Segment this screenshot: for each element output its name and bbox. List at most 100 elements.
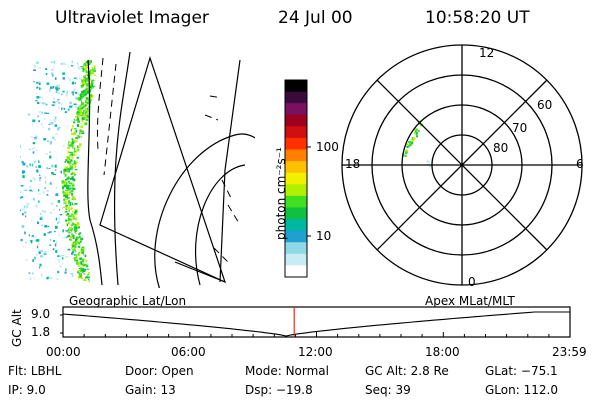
emission-pixel <box>90 96 92 98</box>
emission-pixel <box>69 219 73 222</box>
emission-pixel <box>72 178 76 182</box>
status-dsp: Dsp: −19.8 <box>245 383 313 397</box>
emission-pixel <box>74 245 77 248</box>
emission-pixel <box>75 115 78 118</box>
emission-pixel <box>64 174 67 177</box>
emission-pixel <box>75 217 77 220</box>
emission-pixel <box>62 185 65 187</box>
polar-label-top: 12 <box>479 46 495 60</box>
emission-pixel <box>79 243 81 246</box>
polar-emission-pixel <box>414 128 417 131</box>
emission-pixel <box>39 177 42 179</box>
emission-pixel <box>72 176 74 178</box>
emission-pixel <box>86 79 90 83</box>
emission-pixel <box>63 194 67 197</box>
emission-pixel <box>30 239 33 243</box>
meridian-diagonal-2 <box>376 79 548 251</box>
emission-pixel <box>33 147 36 149</box>
emission-pixel <box>74 210 78 213</box>
emission-pixel <box>74 240 77 243</box>
emission-pixel <box>81 117 85 120</box>
emission-pixel <box>71 60 73 64</box>
emission-pixel <box>44 210 47 213</box>
emission-pixel <box>82 246 85 249</box>
emission-pixel <box>41 224 43 227</box>
emission-pixel <box>62 72 65 75</box>
geographic-grid-lines <box>87 51 255 288</box>
emission-pixel <box>73 197 77 201</box>
emission-pixel <box>78 251 81 253</box>
emission-pixel <box>71 193 74 196</box>
emission-pixel <box>82 70 85 72</box>
emission-pixel <box>74 230 77 232</box>
emission-pixel <box>65 219 68 222</box>
emission-pixel <box>49 181 51 185</box>
emission-pixel <box>78 120 81 122</box>
emission-pixel <box>82 90 85 92</box>
emission-pixel <box>65 230 69 232</box>
emission-pixel <box>56 278 59 280</box>
emission-pixel <box>65 166 68 169</box>
emission-pixel <box>20 209 21 211</box>
emission-pixel <box>54 230 56 233</box>
emission-pixel <box>68 168 72 171</box>
emission-pixel <box>81 277 83 280</box>
emission-pixel <box>86 264 89 267</box>
emission-pixel <box>53 97 55 100</box>
emission-pixel <box>80 136 82 138</box>
emission-pixel <box>35 166 37 168</box>
emission-pixel <box>75 137 78 139</box>
emission-pixel <box>36 96 40 99</box>
emission-pixel <box>55 187 58 189</box>
timeline-x-tick-0000: 00:00 <box>46 345 81 359</box>
emission-pixel <box>57 200 61 203</box>
emission-pixel <box>81 258 85 262</box>
polar-emission-pixel <box>413 138 416 141</box>
emission-pixel <box>18 230 19 231</box>
emission-pixel <box>85 118 89 122</box>
emission-pixel <box>69 161 72 164</box>
emission-pixel <box>58 233 60 237</box>
emission-pixel <box>51 104 55 106</box>
emission-pixel <box>71 214 74 218</box>
emission-pixel <box>77 226 80 228</box>
polar-emission-pixel <box>414 130 417 133</box>
emission-pixel <box>74 223 77 227</box>
emission-pixel <box>33 65 36 68</box>
emission-pixel <box>72 89 76 92</box>
emission-pixel <box>80 104 83 106</box>
emission-pixel <box>41 102 45 105</box>
emission-pixel <box>38 82 41 86</box>
emission-pixel <box>63 198 66 201</box>
emission-pixel <box>70 208 72 211</box>
emission-pixel <box>73 241 76 243</box>
emission-pixel <box>67 180 70 183</box>
emission-pixel <box>57 221 59 224</box>
emission-pixel <box>80 267 82 269</box>
emission-pixel <box>35 239 39 242</box>
emission-pixel <box>67 65 70 68</box>
emission-pixel <box>79 98 82 100</box>
emission-pixel <box>78 146 81 148</box>
emission-pixel <box>21 224 25 228</box>
emission-pixel <box>72 215 75 217</box>
emission-pixel <box>20 197 22 199</box>
emission-pixel <box>49 86 53 89</box>
emission-pixel <box>83 93 86 95</box>
emission-pixel <box>72 187 76 190</box>
emission-pixel <box>64 184 67 188</box>
emission-pixel <box>68 76 70 79</box>
emission-pixel <box>73 247 76 250</box>
emission-pixel <box>66 213 70 215</box>
emission-pixel <box>31 236 35 239</box>
emission-pixel <box>54 169 57 171</box>
app-title: Ultraviolet Imager <box>55 8 209 28</box>
emission-pixel <box>54 164 57 168</box>
colorbar-cell <box>285 219 307 232</box>
emission-pixel <box>72 235 75 237</box>
emission-pixel <box>28 272 31 274</box>
emission-pixel <box>90 69 93 71</box>
emission-pixel <box>68 221 70 225</box>
emission-pixel <box>85 82 87 86</box>
emission-pixel <box>80 273 82 276</box>
